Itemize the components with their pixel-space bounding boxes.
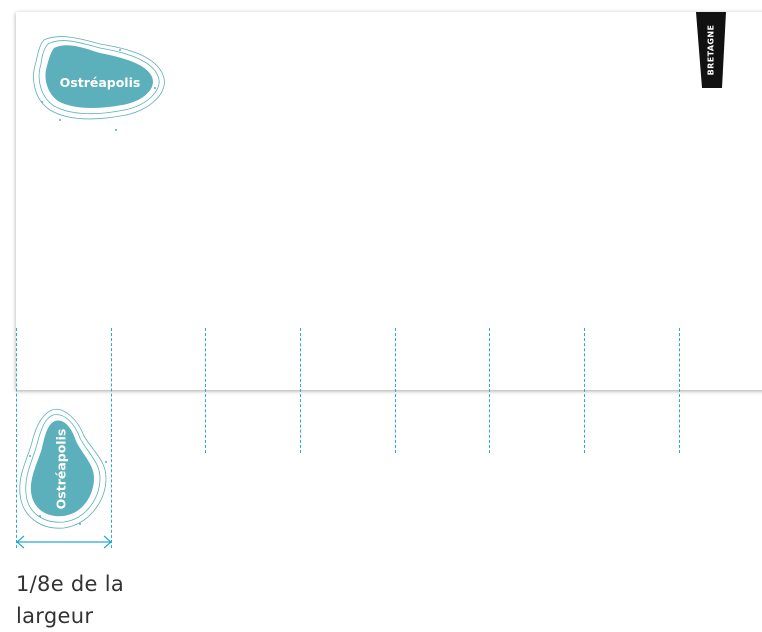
measure-caption: 1/8e de la largeur: [16, 568, 124, 632]
logo-horizontal-name: Ostréapolis: [60, 75, 141, 90]
caption-line-2: largeur: [16, 604, 94, 628]
guide-line-2: [205, 328, 206, 453]
bretagne-tag-icon: BRETAGNE: [696, 12, 726, 88]
guide-line-7: [679, 328, 680, 453]
logo-vertical: Ostréapolis: [19, 408, 107, 529]
logo-horizontal: Ostréapolis: [33, 36, 165, 131]
bretagne-tag: BRETAGNE: [696, 12, 726, 88]
double-arrow-measure-icon: [16, 535, 112, 549]
guide-line-0: [16, 328, 17, 548]
logo-vertical-name: Ostréapolis: [54, 429, 69, 510]
guide-line-6: [584, 328, 585, 453]
bretagne-label: BRETAGNE: [707, 25, 716, 76]
caption-line-1: 1/8e de la: [16, 572, 125, 596]
guide-line-4: [395, 328, 396, 453]
guide-line-3: [300, 328, 301, 453]
guide-line-5: [489, 328, 490, 453]
guide-line-1: [111, 328, 112, 548]
